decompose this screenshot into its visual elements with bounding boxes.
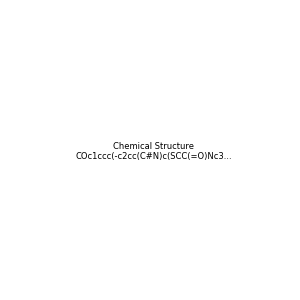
Text: Chemical Structure
COc1ccc(-c2cc(C#N)c(SCC(=O)Nc3...: Chemical Structure COc1ccc(-c2cc(C#N)c(S… (75, 142, 232, 161)
